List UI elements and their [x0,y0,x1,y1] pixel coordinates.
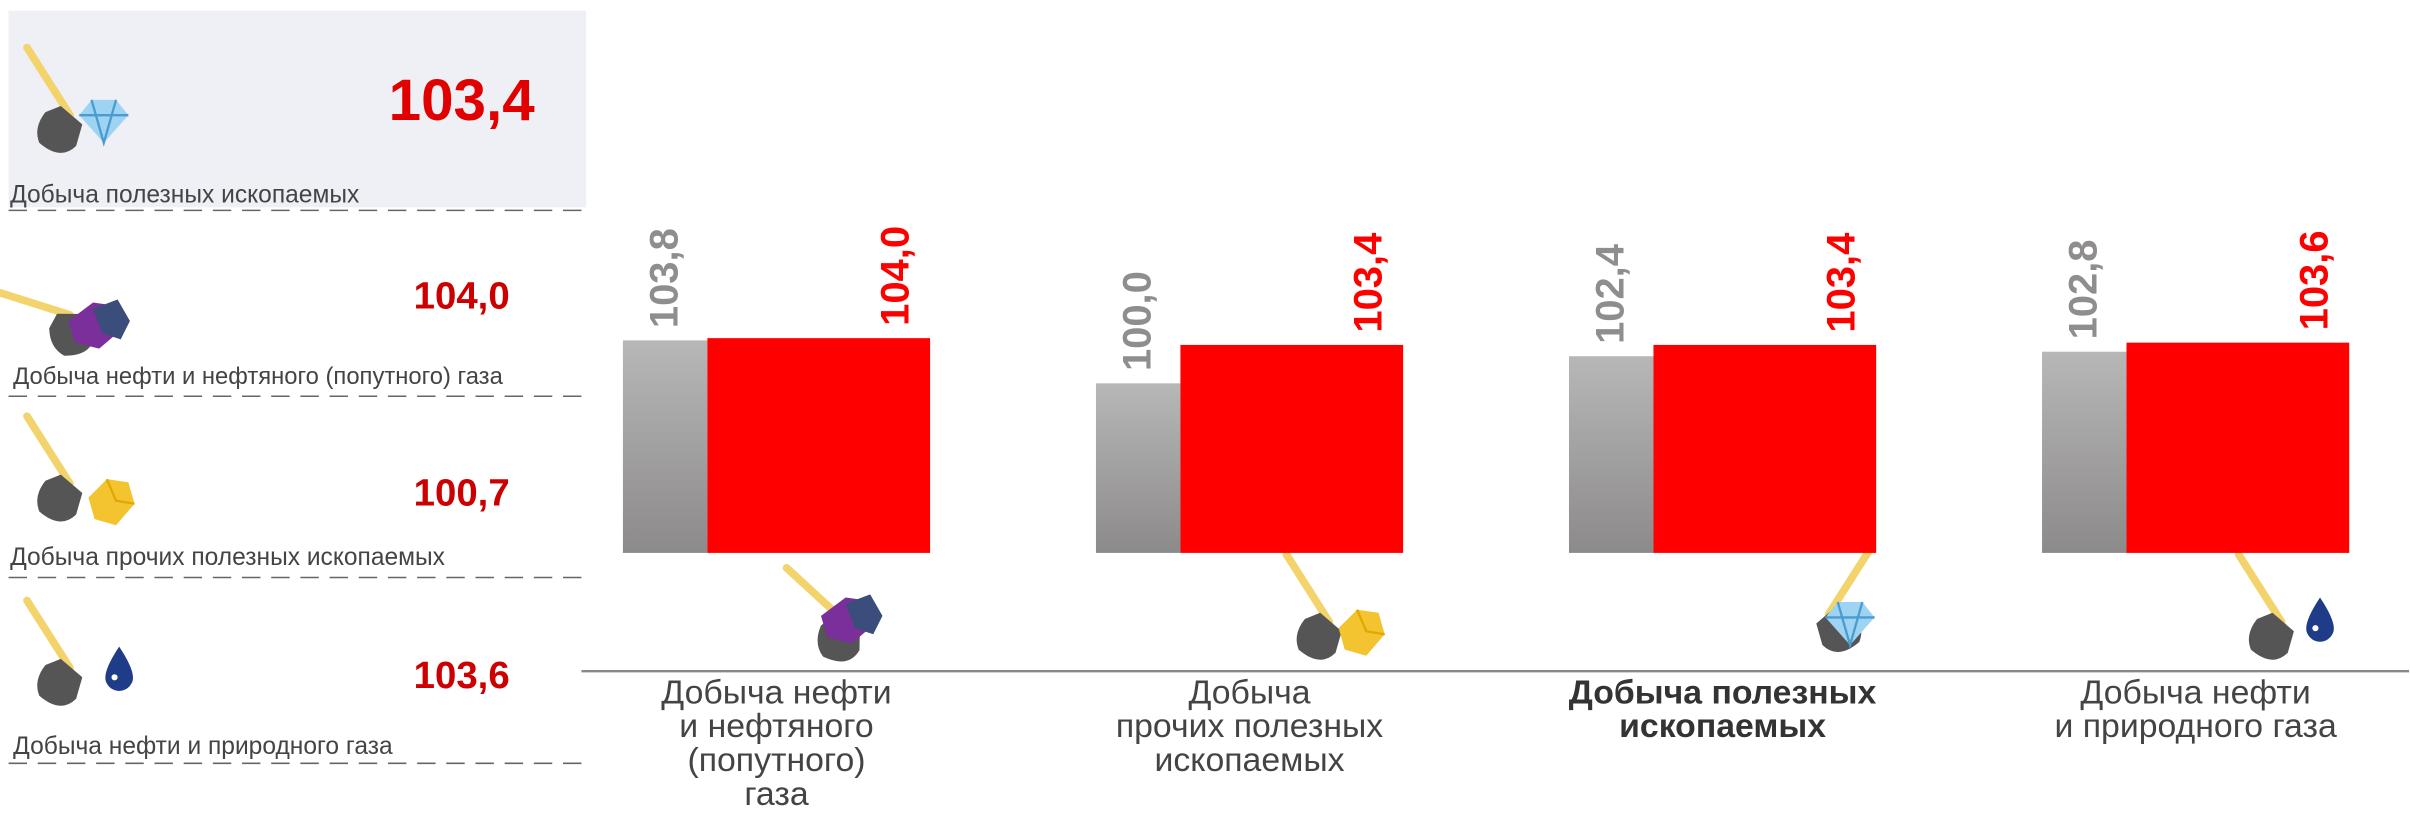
icon [0,255,130,371]
card-label: Добыча прочих полезных ископаемых [10,544,446,571]
value-label: 103,4 [1820,233,1864,333]
card-label: Добыча нефти и природного газа [13,733,393,760]
card-label: Добыча полезных ископаемых [10,182,360,209]
category-text: Добыча нефти и природного газа [2054,675,2337,745]
value-label: 103,8 [642,228,686,328]
value-label: 103,4 [1347,233,1391,333]
card-label: Добыча нефти и нефтяного (попутного) газ… [13,363,503,390]
bar [2042,351,2127,553]
category-text: Добыча полезных ископаемых [1568,675,1877,745]
value-label: 100,0 [1115,271,1159,371]
category-label: Добыча нефти и природного газа [2054,675,2337,745]
icon [27,601,133,706]
bar [622,340,708,553]
value-label: 102,8 [2062,240,2106,340]
card-value: 103,4 [389,68,536,133]
dividers [8,209,585,765]
bar [1653,344,1877,553]
card-value: 104,0 [414,275,510,318]
bar [707,338,931,553]
card-value: 100,7 [414,471,510,514]
left-panel: 103,4 Добыча полезных ископаемых 104,0 Д… [0,10,587,765]
bar [1180,344,1404,553]
value-label: 104,0 [874,226,918,326]
value-label: 102,4 [1589,244,1633,344]
category-label: Добыча прочих полезных ископаемых [1115,675,1384,779]
category-label: Добыча полезных ископаемых [1568,675,1877,745]
category-label: Добыча нефти и нефтяного (попутного) газ… [661,675,892,813]
category-text: Добыча нефти и нефтяного (попутного) газ… [661,675,892,813]
icon [27,416,136,527]
bar [1095,383,1181,553]
bar-icons [787,547,2334,670]
card-value: 103,6 [414,654,510,697]
bar [1568,356,1654,553]
category-text: Добыча прочих полезных ископаемых [1115,675,1384,779]
value-label: 103,6 [2293,230,2337,330]
bar [2126,342,2350,553]
